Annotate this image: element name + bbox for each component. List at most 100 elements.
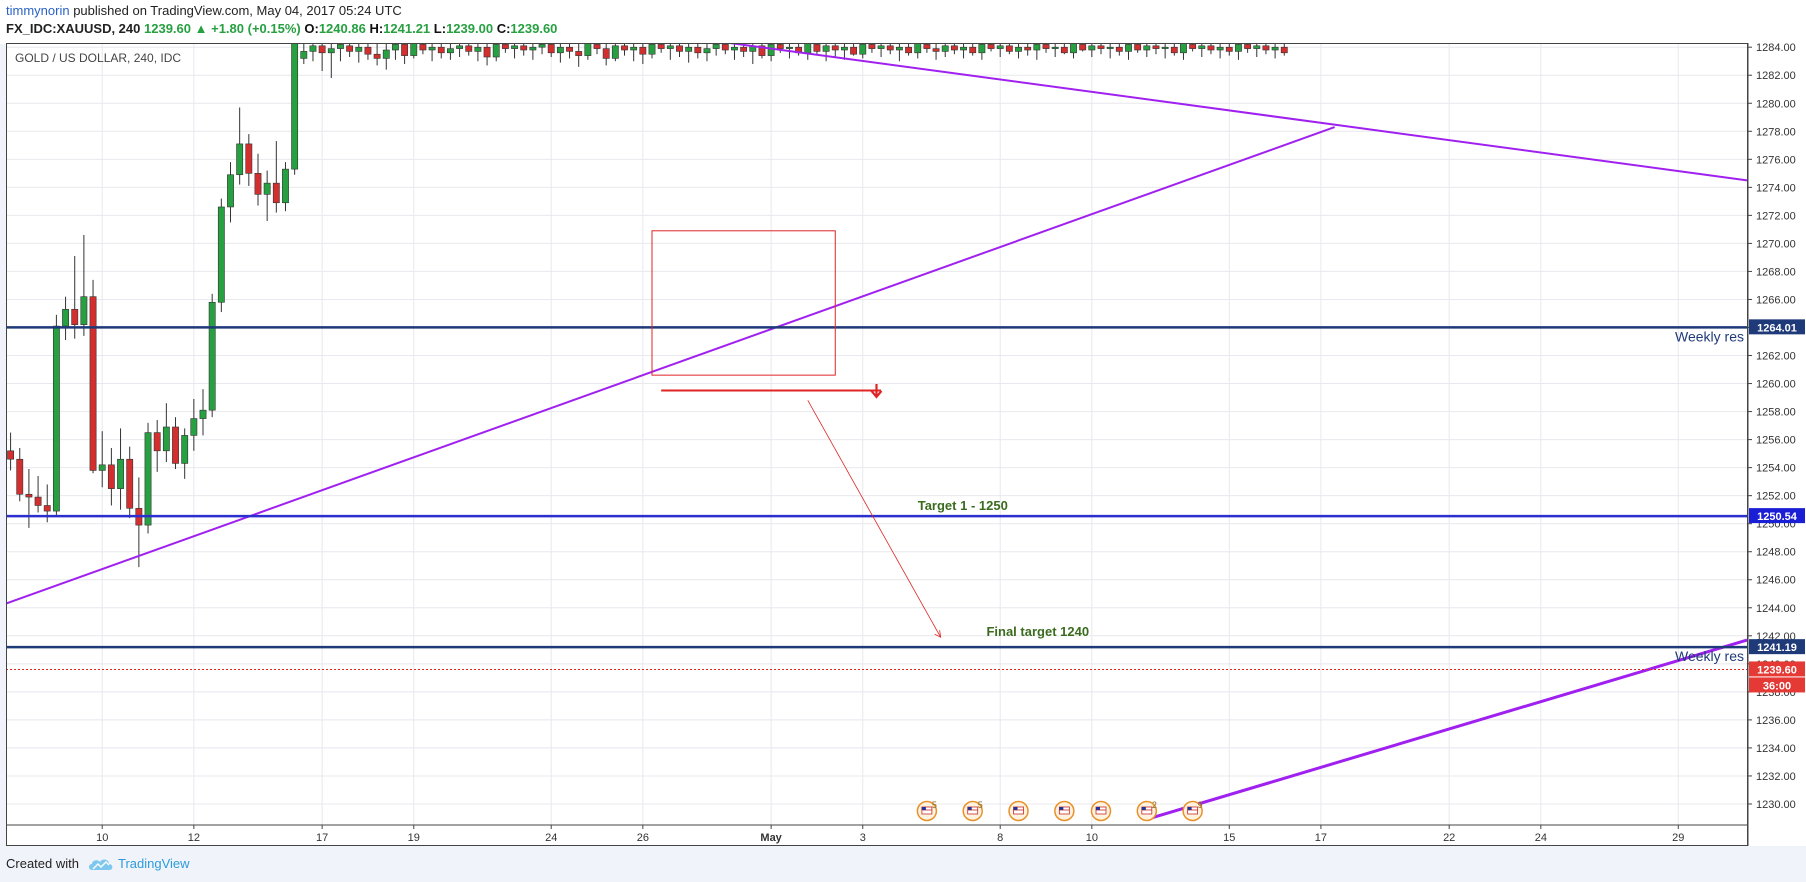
flag-canton bbox=[1141, 807, 1146, 810]
price-label-last-bg bbox=[1749, 661, 1805, 677]
candle-body bbox=[217, 206, 225, 303]
candle-body bbox=[392, 44, 399, 51]
time-tick-label: 22 bbox=[1443, 832, 1455, 844]
projection-arrow bbox=[807, 400, 941, 638]
candle-body bbox=[1060, 46, 1068, 54]
candle-body bbox=[740, 46, 748, 52]
candle-body bbox=[1180, 43, 1187, 54]
event-count-label: 9 bbox=[1198, 800, 1203, 810]
candle-body bbox=[932, 48, 940, 52]
candle-body bbox=[529, 46, 537, 51]
candle-body bbox=[850, 46, 858, 55]
candle-body bbox=[382, 49, 390, 59]
price-label-weekly-res-lower: 1241.19 bbox=[1757, 642, 1797, 654]
candle-body bbox=[556, 46, 564, 54]
candle-body bbox=[190, 418, 198, 436]
weekly-res-upper-label: Weekly res bbox=[1675, 328, 1744, 344]
price-label-countdown: 36:00 bbox=[1763, 680, 1791, 692]
economic-event-icon: 5 bbox=[962, 800, 983, 822]
candle-body bbox=[25, 493, 33, 498]
flag-canton bbox=[1095, 807, 1100, 810]
candle-body bbox=[676, 45, 683, 52]
us-flag-icon bbox=[1058, 806, 1070, 815]
candle-body bbox=[1161, 46, 1169, 49]
candle-body bbox=[923, 44, 931, 49]
candle-body bbox=[886, 45, 894, 51]
price-label-countdown-bg bbox=[1749, 677, 1805, 693]
price-label-weekly-res-upper: 1264.01 bbox=[1757, 322, 1797, 334]
price-tick-label: 1256.00 bbox=[1756, 435, 1796, 447]
candle-body bbox=[1280, 46, 1288, 54]
price-tick-label: 1234.00 bbox=[1756, 743, 1796, 755]
candle-body bbox=[282, 168, 289, 204]
flag-canton bbox=[967, 807, 972, 810]
price-tick-label: 1248.00 bbox=[1756, 547, 1796, 559]
candle-body bbox=[703, 48, 711, 54]
candle-body bbox=[804, 43, 812, 54]
candle-body bbox=[428, 46, 436, 51]
footer: Created with TradingView bbox=[0, 846, 1806, 882]
price-chart[interactable]: Weekly res Weekly res Target 1 - 1250 Final… bbox=[6, 43, 1806, 846]
candle-body bbox=[895, 46, 903, 51]
candle-body bbox=[538, 44, 546, 48]
price-axis[interactable] bbox=[1748, 43, 1806, 846]
candle-body bbox=[905, 46, 912, 54]
candle-body bbox=[355, 46, 363, 52]
candle-body bbox=[1170, 46, 1178, 54]
candle-body bbox=[987, 44, 995, 49]
economic-event-icon: 5 bbox=[916, 800, 938, 822]
candle-body bbox=[300, 51, 308, 59]
time-tick-label: 17 bbox=[1315, 832, 1327, 844]
price-tick-label: 1252.00 bbox=[1756, 491, 1796, 503]
author-link[interactable]: timmynorin bbox=[6, 3, 70, 18]
time-axis-ticks: 10 12 17 19 24 26 May 3 8 10 15 17 22 24 29 bbox=[96, 825, 1684, 844]
price-tick-label: 1246.00 bbox=[1756, 575, 1796, 587]
candle-body bbox=[1042, 44, 1050, 49]
price-tick-label: 1284.00 bbox=[1756, 43, 1796, 54]
candle-body bbox=[1253, 45, 1261, 49]
price-change: ▲ +1.80 (+0.15%) bbox=[194, 21, 301, 36]
candle-body bbox=[1134, 44, 1142, 51]
candle-body bbox=[978, 44, 986, 54]
candle-body bbox=[602, 48, 610, 59]
price-tick-label: 1276.00 bbox=[1756, 154, 1796, 166]
candle-body bbox=[1262, 45, 1270, 51]
candle-body bbox=[593, 44, 601, 49]
candle-body bbox=[34, 496, 42, 506]
candle-body bbox=[712, 44, 720, 49]
candle-body bbox=[831, 45, 839, 51]
candle-body bbox=[1189, 44, 1197, 49]
candle-body bbox=[721, 44, 729, 51]
price-tick-label: 1244.00 bbox=[1756, 603, 1796, 615]
candle-body bbox=[547, 44, 555, 54]
candle-body bbox=[456, 45, 463, 49]
economic-event-icon: 9 bbox=[1182, 800, 1203, 822]
candle-body bbox=[1033, 44, 1041, 51]
flag-canton bbox=[921, 807, 926, 810]
candle-body bbox=[859, 44, 867, 55]
candle-body bbox=[1097, 45, 1105, 49]
tradingview-link[interactable]: TradingView bbox=[118, 856, 190, 871]
candle-body bbox=[272, 182, 280, 204]
candle-body bbox=[401, 44, 409, 56]
candle-body bbox=[245, 143, 253, 174]
us-flag-icon bbox=[967, 806, 979, 815]
candle-body bbox=[71, 308, 79, 325]
symbol-line: FX_IDC:XAUUSD, 240 1239.60 ▲ +1.80 (+0.1… bbox=[6, 21, 557, 36]
flag-canton bbox=[1059, 807, 1064, 810]
candle-body bbox=[1143, 45, 1151, 51]
high-label: H: bbox=[369, 21, 384, 36]
candle-body bbox=[630, 46, 638, 51]
candle-body bbox=[822, 45, 830, 52]
candle-body bbox=[960, 46, 967, 51]
price-tick-label: 1236.00 bbox=[1756, 715, 1796, 727]
candle-body bbox=[144, 432, 152, 526]
candle-body bbox=[236, 143, 244, 176]
price-tick-label: 1280.00 bbox=[1756, 98, 1796, 110]
candle-body bbox=[813, 44, 821, 52]
drawings-layer: Weekly res Weekly res Target 1 - 1250 Final… bbox=[6, 43, 1748, 820]
price-label-target: 1250.54 bbox=[1757, 511, 1798, 523]
open-label: O: bbox=[304, 21, 319, 36]
candle-body bbox=[117, 458, 124, 489]
tradingview-cloud-icon bbox=[89, 859, 113, 870]
